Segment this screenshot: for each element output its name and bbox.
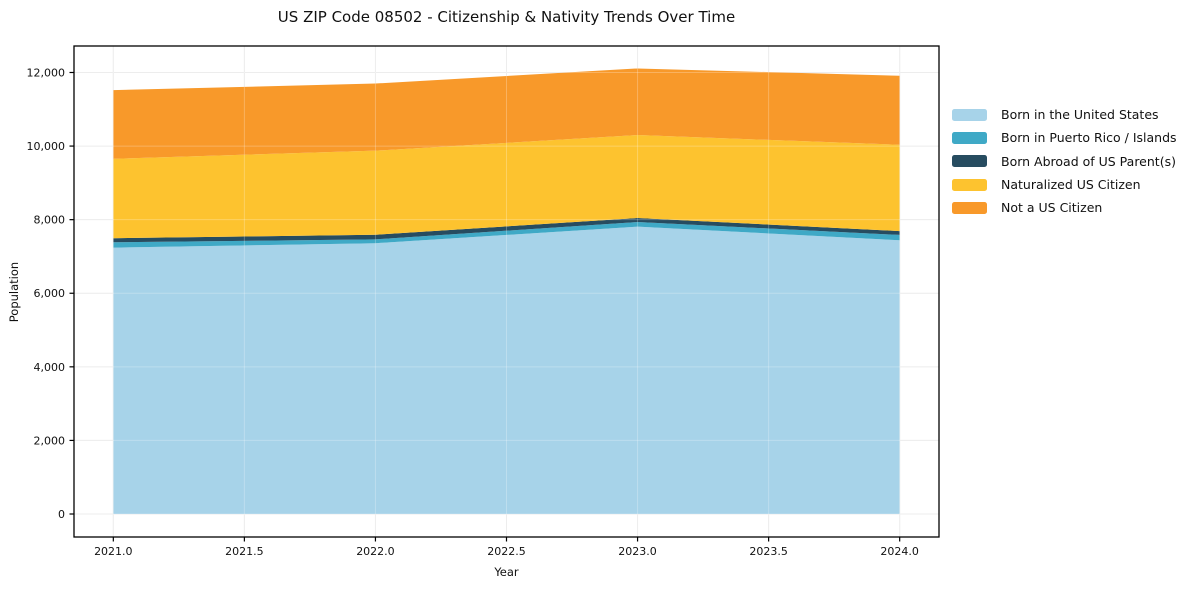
legend-label: Born in Puerto Rico / Islands [1001,130,1177,146]
legend-label: Not a US Citizen [1001,200,1103,216]
y-tick-label: 10,000 [27,140,66,153]
legend-item-not-a-us-citizen: Not a US Citizen [952,196,1177,219]
legend-label: Born in the United States [1001,107,1159,123]
legend: Born in the United States Born in Puerto … [952,103,1177,219]
x-tick-label: 2023.5 [749,545,788,558]
chart-title: US ZIP Code 08502 - Citizenship & Nativi… [277,8,736,26]
legend-item-born-in-puerto-rico-islands: Born in Puerto Rico / Islands [952,126,1177,149]
x-tick-label: 2024.0 [880,545,919,558]
y-tick-label: 0 [58,508,65,521]
legend-swatch-icon [952,131,987,144]
y-axis-label: Population [7,261,21,323]
legend-swatch-icon [952,201,987,214]
y-tick-label: 12,000 [27,66,66,79]
x-tick-label: 2021.0 [94,545,133,558]
legend-label: Born Abroad of US Parent(s) [1001,153,1176,169]
area-born-in-the-united-states [113,226,900,515]
area-not-a-us-citizen [113,68,900,159]
area-naturalized-us-citizen [113,135,900,239]
area-born-in-puerto-rico-islands [113,222,900,248]
x-tick-label: 2022.0 [356,545,395,558]
y-tick-label: 8,000 [34,214,66,227]
axis-ticks: 0 2,000 4,000 6,000 8,000 10,000 12,000 2021.0 2… [27,66,919,558]
legend-swatch-icon [952,178,987,191]
area-born-abroad-of-us-parent-s [113,218,900,243]
legend-swatch-icon [952,155,987,168]
gridlines-overlay [74,46,939,537]
legend-label: Naturalized US Citizen [1001,177,1141,193]
x-axis-label: Year [494,565,519,579]
x-tick-label: 2023.0 [618,545,657,558]
legend-item-naturalized-us-citizen: Naturalized US Citizen [952,173,1177,196]
x-tick-label: 2021.5 [225,545,264,558]
legend-item-born-in-the-united-states: Born in the United States [952,103,1177,126]
stacked-areas [113,68,900,515]
x-tick-label: 2022.5 [487,545,526,558]
legend-item-born-abroad-of-us-parent-s: Born Abroad of US Parent(s) [952,150,1177,173]
legend-swatch-icon [952,108,987,121]
y-tick-label: 2,000 [34,434,66,447]
y-tick-label: 4,000 [34,361,66,374]
y-tick-label: 6,000 [34,287,66,300]
